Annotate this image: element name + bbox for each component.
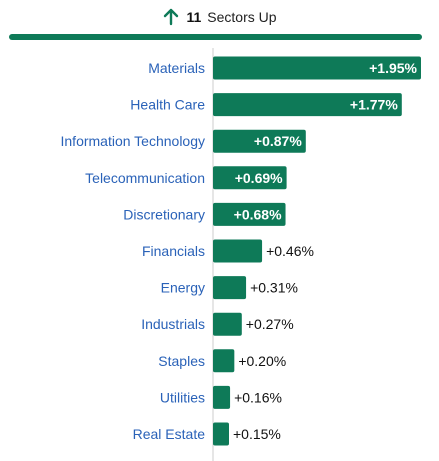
- sectors-up-count: 11: [186, 9, 202, 25]
- category-label[interactable]: Health Care: [130, 97, 205, 113]
- category-label[interactable]: Utilities: [160, 389, 205, 405]
- up-arrow-icon: [164, 8, 179, 26]
- sector-bar[interactable]: [213, 93, 402, 117]
- sector-bar[interactable]: [213, 56, 421, 80]
- category-label[interactable]: Real Estate: [133, 426, 206, 442]
- sector-bar[interactable]: [213, 166, 287, 190]
- sector-bar[interactable]: [213, 202, 286, 226]
- sector-bar[interactable]: [213, 312, 242, 336]
- category-label[interactable]: Staples: [158, 353, 205, 369]
- value-label: +0.15%: [233, 426, 281, 442]
- sector-bar[interactable]: [213, 129, 306, 153]
- sectors-up-label: Sectors Up: [207, 9, 277, 25]
- sector-bar[interactable]: [213, 349, 235, 373]
- category-label[interactable]: Materials: [148, 60, 205, 76]
- sectors-header: 11 Sectors Up: [0, 0, 439, 34]
- sector-performance-chart: Materials +1.95% Health Care +1.77% Informat…: [61, 48, 421, 461]
- category-label[interactable]: Telecommunication: [85, 170, 205, 186]
- category-label[interactable]: Information Technology: [61, 133, 206, 149]
- value-label: +1.95%: [369, 60, 417, 76]
- value-label: +0.27%: [246, 316, 294, 332]
- sectors-up-bar: [9, 34, 422, 40]
- value-label: +0.31%: [250, 280, 298, 296]
- sector-bar[interactable]: [213, 276, 247, 300]
- value-label: +0.20%: [238, 353, 286, 369]
- category-label[interactable]: Energy: [161, 280, 205, 296]
- value-label: +0.69%: [235, 170, 283, 186]
- sector-bar[interactable]: [213, 239, 263, 263]
- value-label: +0.16%: [234, 389, 282, 405]
- sector-bar[interactable]: [213, 422, 229, 446]
- value-label: +0.68%: [234, 206, 282, 222]
- category-label[interactable]: Discretionary: [123, 206, 205, 222]
- value-label: +0.46%: [266, 243, 314, 259]
- value-label: +0.87%: [254, 133, 302, 149]
- value-label: +1.77%: [350, 97, 398, 113]
- category-label[interactable]: Financials: [142, 243, 205, 259]
- category-label[interactable]: Industrials: [141, 316, 205, 332]
- sector-bar[interactable]: [213, 385, 231, 409]
